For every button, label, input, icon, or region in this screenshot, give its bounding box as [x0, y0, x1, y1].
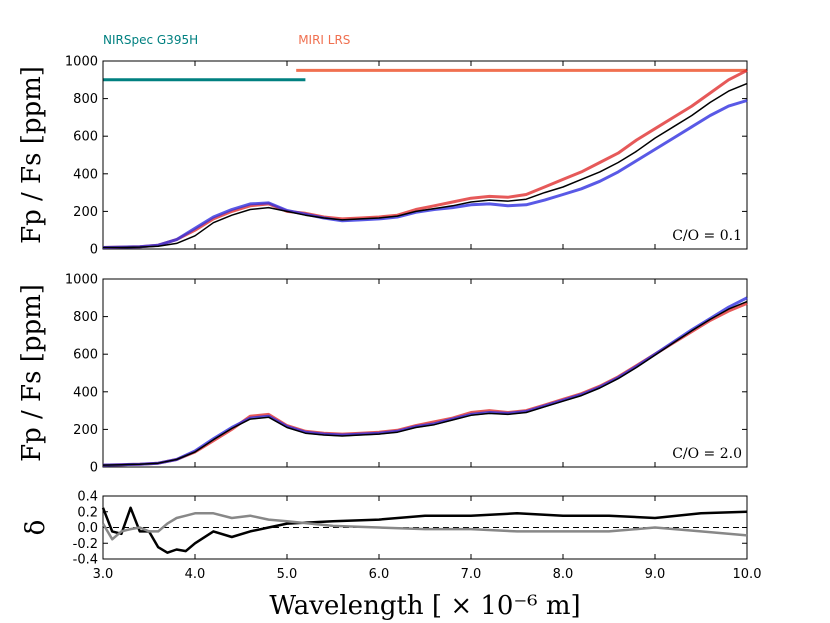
y-tick-label: 0.0: [77, 521, 98, 536]
y-tick-label: 1000: [65, 273, 98, 288]
y-axis-title: Fp / Fs [ppm]: [17, 284, 47, 462]
instrument-ranges: NIRSpec G395H MIRI LRS: [103, 33, 747, 82]
panel-annotation: C/O = 2.0: [672, 446, 742, 462]
panel-top: 0 200 400 600 800 1000 C/O = 0.1 Fp / Fs [ppm]: [17, 55, 748, 258]
y-axis-title: δ: [21, 520, 51, 536]
x-axis-title-group: Wavelength [ × 10⁻⁶ m]: [269, 591, 580, 621]
y-tick-label: 1000: [65, 55, 98, 70]
x-tick-label: 7.0: [461, 567, 482, 582]
plot-frame: [102, 60, 748, 250]
panel-annotation: C/O = 0.1: [672, 228, 742, 244]
y-tick-label: 600: [73, 130, 98, 145]
y-tick-label: 800: [73, 92, 98, 107]
y-tick-label: -0.4: [73, 553, 98, 568]
series-line-gray-residual: [101, 512, 748, 541]
y-tick-label: 400: [73, 385, 98, 400]
instrument-label: MIRI LRS: [298, 33, 350, 47]
x-tick-label: 9.0: [645, 567, 666, 582]
y-tick-label: 200: [73, 205, 98, 220]
panel-middle: 0 200 400 600 800 1000 C/O = 2.0 Fp / Fs [ppm]: [17, 273, 748, 476]
y-tick-label: 0.2: [77, 505, 98, 520]
plot-frame: [102, 278, 748, 468]
y-axis-title: Fp / Fs [ppm]: [17, 66, 47, 244]
panel-residual: -0.4-0.20.00.20.4 3.0 4.0 5.0 6.0 7.0 8.0 9.0 10…: [21, 490, 761, 583]
series-line-black-residual: [101, 506, 748, 554]
series-line-black-model: [103, 82, 748, 249]
x-axis-title: Wavelength [ × 10⁻⁶ m]: [269, 591, 580, 621]
y-tick-label: -0.2: [73, 537, 98, 552]
series-line-blue-model: [102, 99, 748, 249]
instrument-label: NIRSpec G395H: [103, 33, 198, 47]
series-line-red-model: [102, 69, 748, 249]
x-tick-label: 6.0: [369, 567, 390, 582]
series-line-blue-model: [102, 296, 748, 467]
y-tick-label: 600: [73, 348, 98, 363]
y-tick-label: 400: [73, 167, 98, 182]
y-tick-label: 0: [90, 243, 98, 258]
x-tick-label: 4.0: [185, 567, 206, 582]
series-line-red-model: [102, 302, 748, 467]
x-tick-label: 10.0: [733, 567, 762, 582]
x-tick-label: 5.0: [277, 567, 298, 582]
x-tick-label: 3.0: [93, 567, 114, 582]
y-tick-label: 0.4: [77, 490, 98, 505]
series-line-black-model: [102, 300, 748, 466]
y-tick-label: 200: [73, 423, 98, 438]
y-tick-label: 0: [90, 461, 98, 476]
x-tick-label: 8.0: [553, 567, 574, 582]
y-tick-label: 800: [73, 310, 98, 325]
